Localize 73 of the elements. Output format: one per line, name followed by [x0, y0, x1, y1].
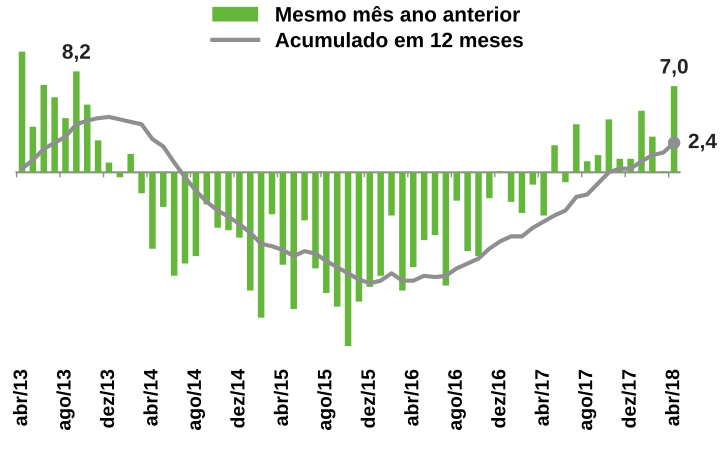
bar [138, 172, 145, 194]
x-tick-label: ago/17 [578, 370, 596, 430]
bar [453, 172, 460, 201]
bar [149, 172, 156, 249]
bar [562, 172, 569, 182]
bar [508, 172, 514, 202]
bar [486, 172, 493, 198]
bar [301, 172, 308, 220]
bar [442, 172, 450, 286]
bar [40, 84, 48, 172]
bar [420, 172, 428, 240]
bar [530, 172, 536, 185]
bar [160, 172, 167, 207]
data-label: 2,4 [688, 134, 717, 152]
bar [606, 119, 612, 172]
bar [94, 140, 102, 172]
x-tick-label: dez/13 [100, 370, 114, 428]
bar [116, 172, 124, 178]
bar [246, 172, 254, 291]
x-tick-label: abr/14 [143, 369, 158, 426]
bar [214, 172, 221, 228]
data-label: 8,2 [62, 44, 90, 62]
bar [377, 172, 384, 276]
bar [399, 172, 406, 291]
bar [84, 104, 90, 172]
bar [127, 154, 134, 172]
bar [192, 172, 200, 256]
bar [551, 145, 558, 172]
bar [584, 161, 590, 172]
x-tick-label: ago/15 [317, 370, 336, 430]
x-tick-label: ago/16 [448, 370, 466, 430]
x-tick-label: abr/17 [534, 370, 550, 426]
bar [170, 172, 178, 276]
bar [464, 172, 471, 252]
bar [236, 172, 243, 238]
bar [73, 71, 80, 172]
bar [475, 172, 482, 256]
bar [312, 172, 319, 268]
legend-label: Acumulado em 12 meses [275, 32, 523, 48]
bar [410, 172, 417, 268]
bar [106, 162, 112, 172]
bar [344, 172, 352, 346]
x-tick-label: abr/16 [404, 370, 419, 426]
x-tick-label: dez/15 [360, 370, 376, 428]
bar [432, 172, 438, 236]
bar [268, 172, 276, 214]
x-tick-label: ago/13 [56, 370, 75, 430]
bar [540, 172, 547, 216]
bar [573, 124, 580, 172]
bar [388, 172, 395, 216]
x-tick-label: dez/16 [491, 370, 506, 428]
bar [182, 172, 188, 264]
x-tick-label: abr/15 [274, 370, 288, 426]
bar [290, 172, 297, 310]
bar [594, 155, 602, 172]
legend-label: Mesmo mês ano anterior [276, 6, 520, 22]
bar [225, 172, 232, 230]
x-tick-label: ago/14 [186, 369, 206, 430]
bar [334, 172, 340, 307]
bar [258, 172, 264, 318]
bar [356, 172, 362, 302]
bar [18, 52, 26, 172]
data-label: 7,0 [660, 58, 688, 77]
bar [366, 172, 374, 287]
x-tick-label: abr/18 [665, 370, 680, 426]
x-tick-label: dez/17 [622, 370, 636, 428]
bar [323, 172, 330, 294]
x-tick-label: dez/14 [230, 369, 245, 428]
bar [518, 172, 526, 213]
x-tick-label: abr/13 [12, 370, 28, 426]
bar [51, 97, 58, 172]
bar [280, 172, 286, 265]
bar [638, 110, 645, 172]
